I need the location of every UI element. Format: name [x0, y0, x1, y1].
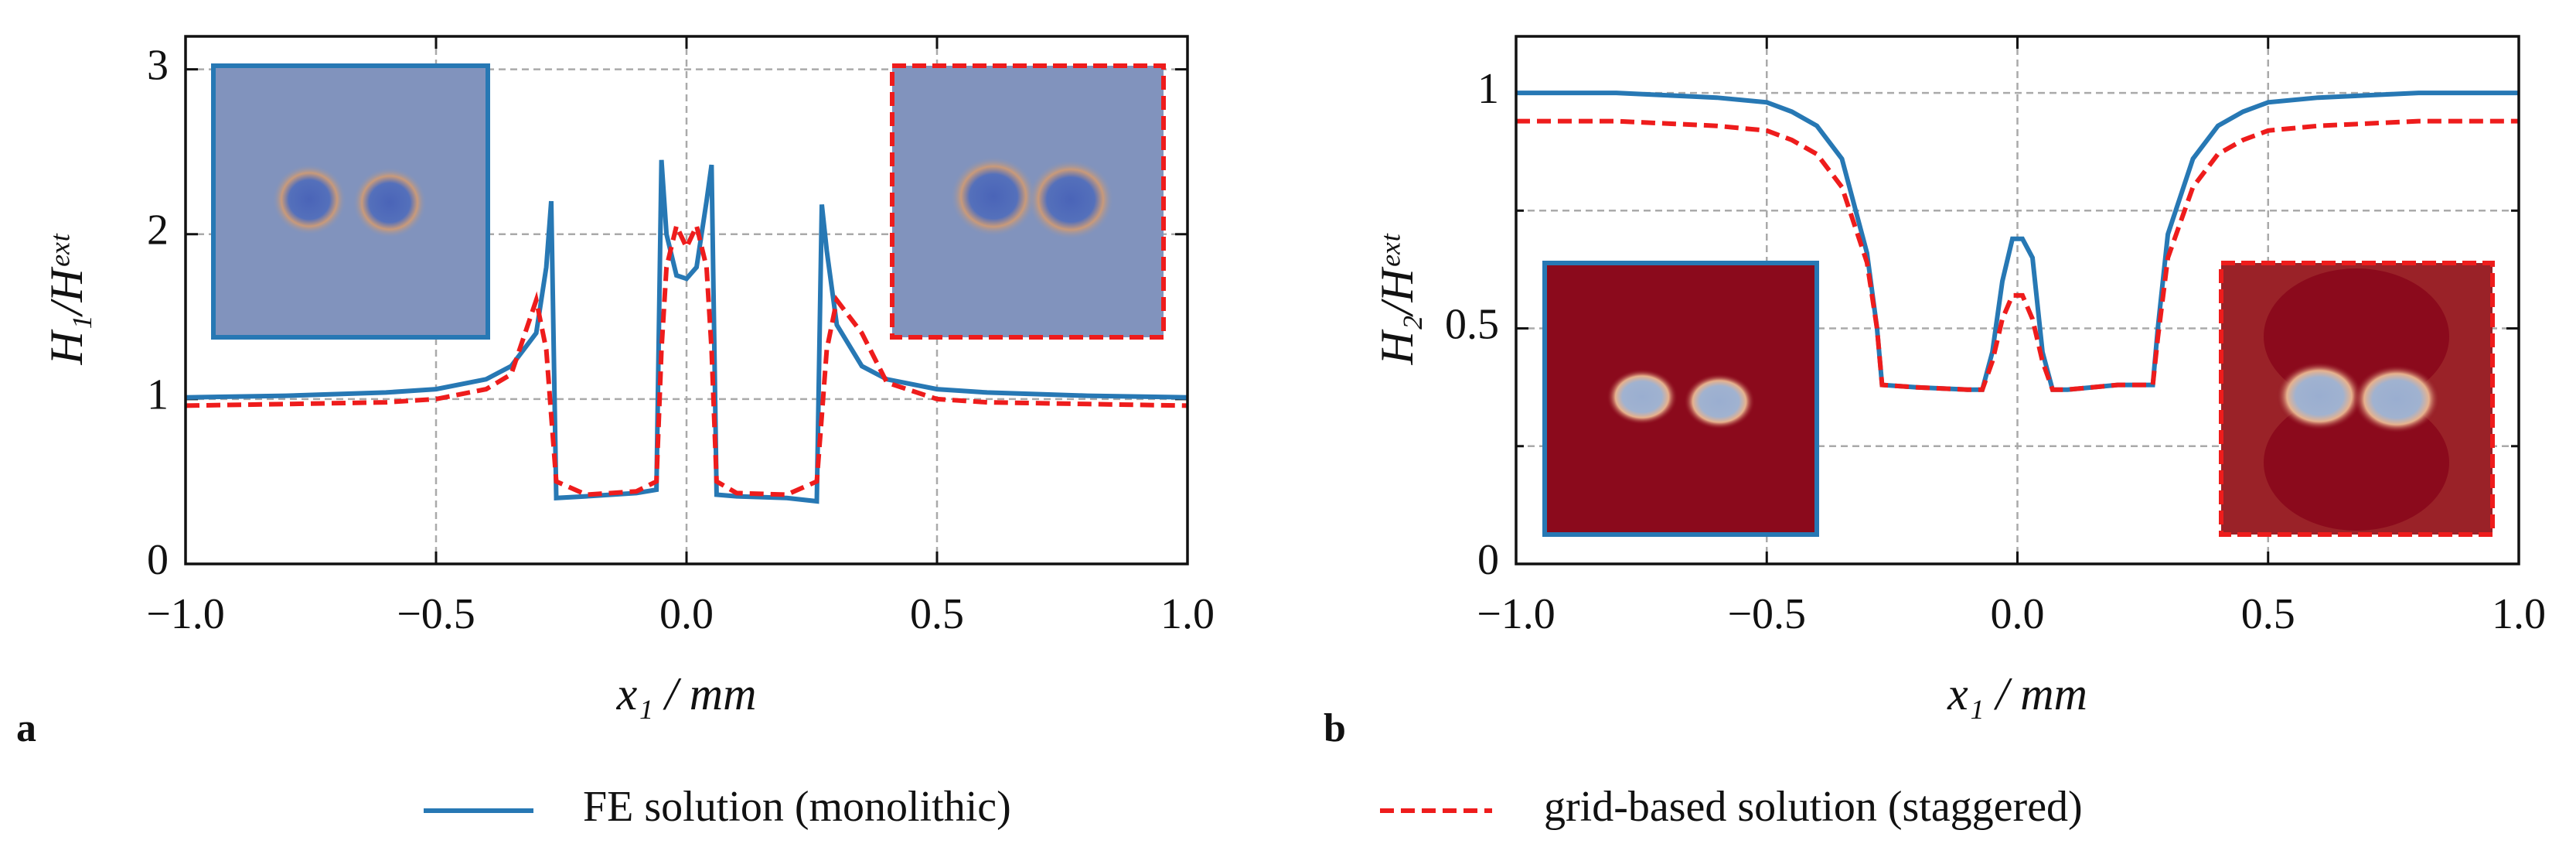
x-axis-label: x₁ / mm	[1947, 668, 2087, 719]
series-line	[1516, 91, 2519, 392]
x-tick-label: −0.5	[397, 590, 475, 638]
x-tick-label: 0.0	[1991, 590, 2045, 638]
x-tick-label: 0.0	[659, 590, 714, 638]
panel: −1.0 −0.5 0.0 0.5 1.0 0 0.5 1 x₁ / mm H₂/Hᵉˣᵗ b	[1324, 35, 2546, 750]
series-line	[185, 219, 1188, 497]
plot-frame	[184, 35, 1189, 565]
panel-label: a	[16, 706, 36, 750]
y-tick-label: 0	[1477, 536, 1499, 584]
y-tick-label: 1	[147, 371, 169, 419]
x-tick-label: −0.5	[1727, 590, 1806, 638]
y-tick-label: 2	[147, 207, 169, 254]
inset-a-fe	[211, 63, 490, 340]
series-line	[185, 159, 1188, 504]
legend-label: grid-based solution (staggered)	[1544, 783, 2083, 831]
y-tick-label: 0.5	[1445, 300, 1499, 348]
x-tick-label: 1.0	[1160, 590, 1215, 638]
y-tick-label: 1	[1477, 65, 1499, 113]
inset-b-grid	[2219, 261, 2495, 537]
legend-label: FE solution (monolithic)	[583, 783, 1011, 831]
x-tick-label: 1.0	[2492, 590, 2546, 638]
x-tick-label: −1.0	[1477, 590, 1555, 638]
y-axis-label: H₁/Hᵉˣᵗ	[41, 233, 92, 366]
panel: −1.0 −0.5 0.0 0.5 1.0 0 1 2 3 x₁ / mm H₁/Hᵉˣᵗ a	[16, 35, 1215, 750]
x-axis-label: x₁ / mm	[616, 668, 757, 719]
y-axis-label: H₂/Hᵉˣᵗ	[1371, 233, 1423, 366]
x-tick-label: 0.5	[910, 590, 964, 638]
y-tick-label: 0	[147, 536, 169, 584]
x-tick-label: 0.5	[2241, 590, 2295, 638]
inset-a-grid	[890, 63, 1166, 340]
y-tick-label: 3	[147, 41, 169, 89]
plot-frame	[1515, 35, 2520, 565]
series-line	[1516, 118, 2519, 392]
inset-b-fe	[1542, 261, 1819, 537]
panel-label: b	[1324, 706, 1346, 750]
x-tick-label: −1.0	[146, 590, 225, 638]
legend: FE solution (monolithic) grid-based solut…	[424, 783, 2083, 831]
